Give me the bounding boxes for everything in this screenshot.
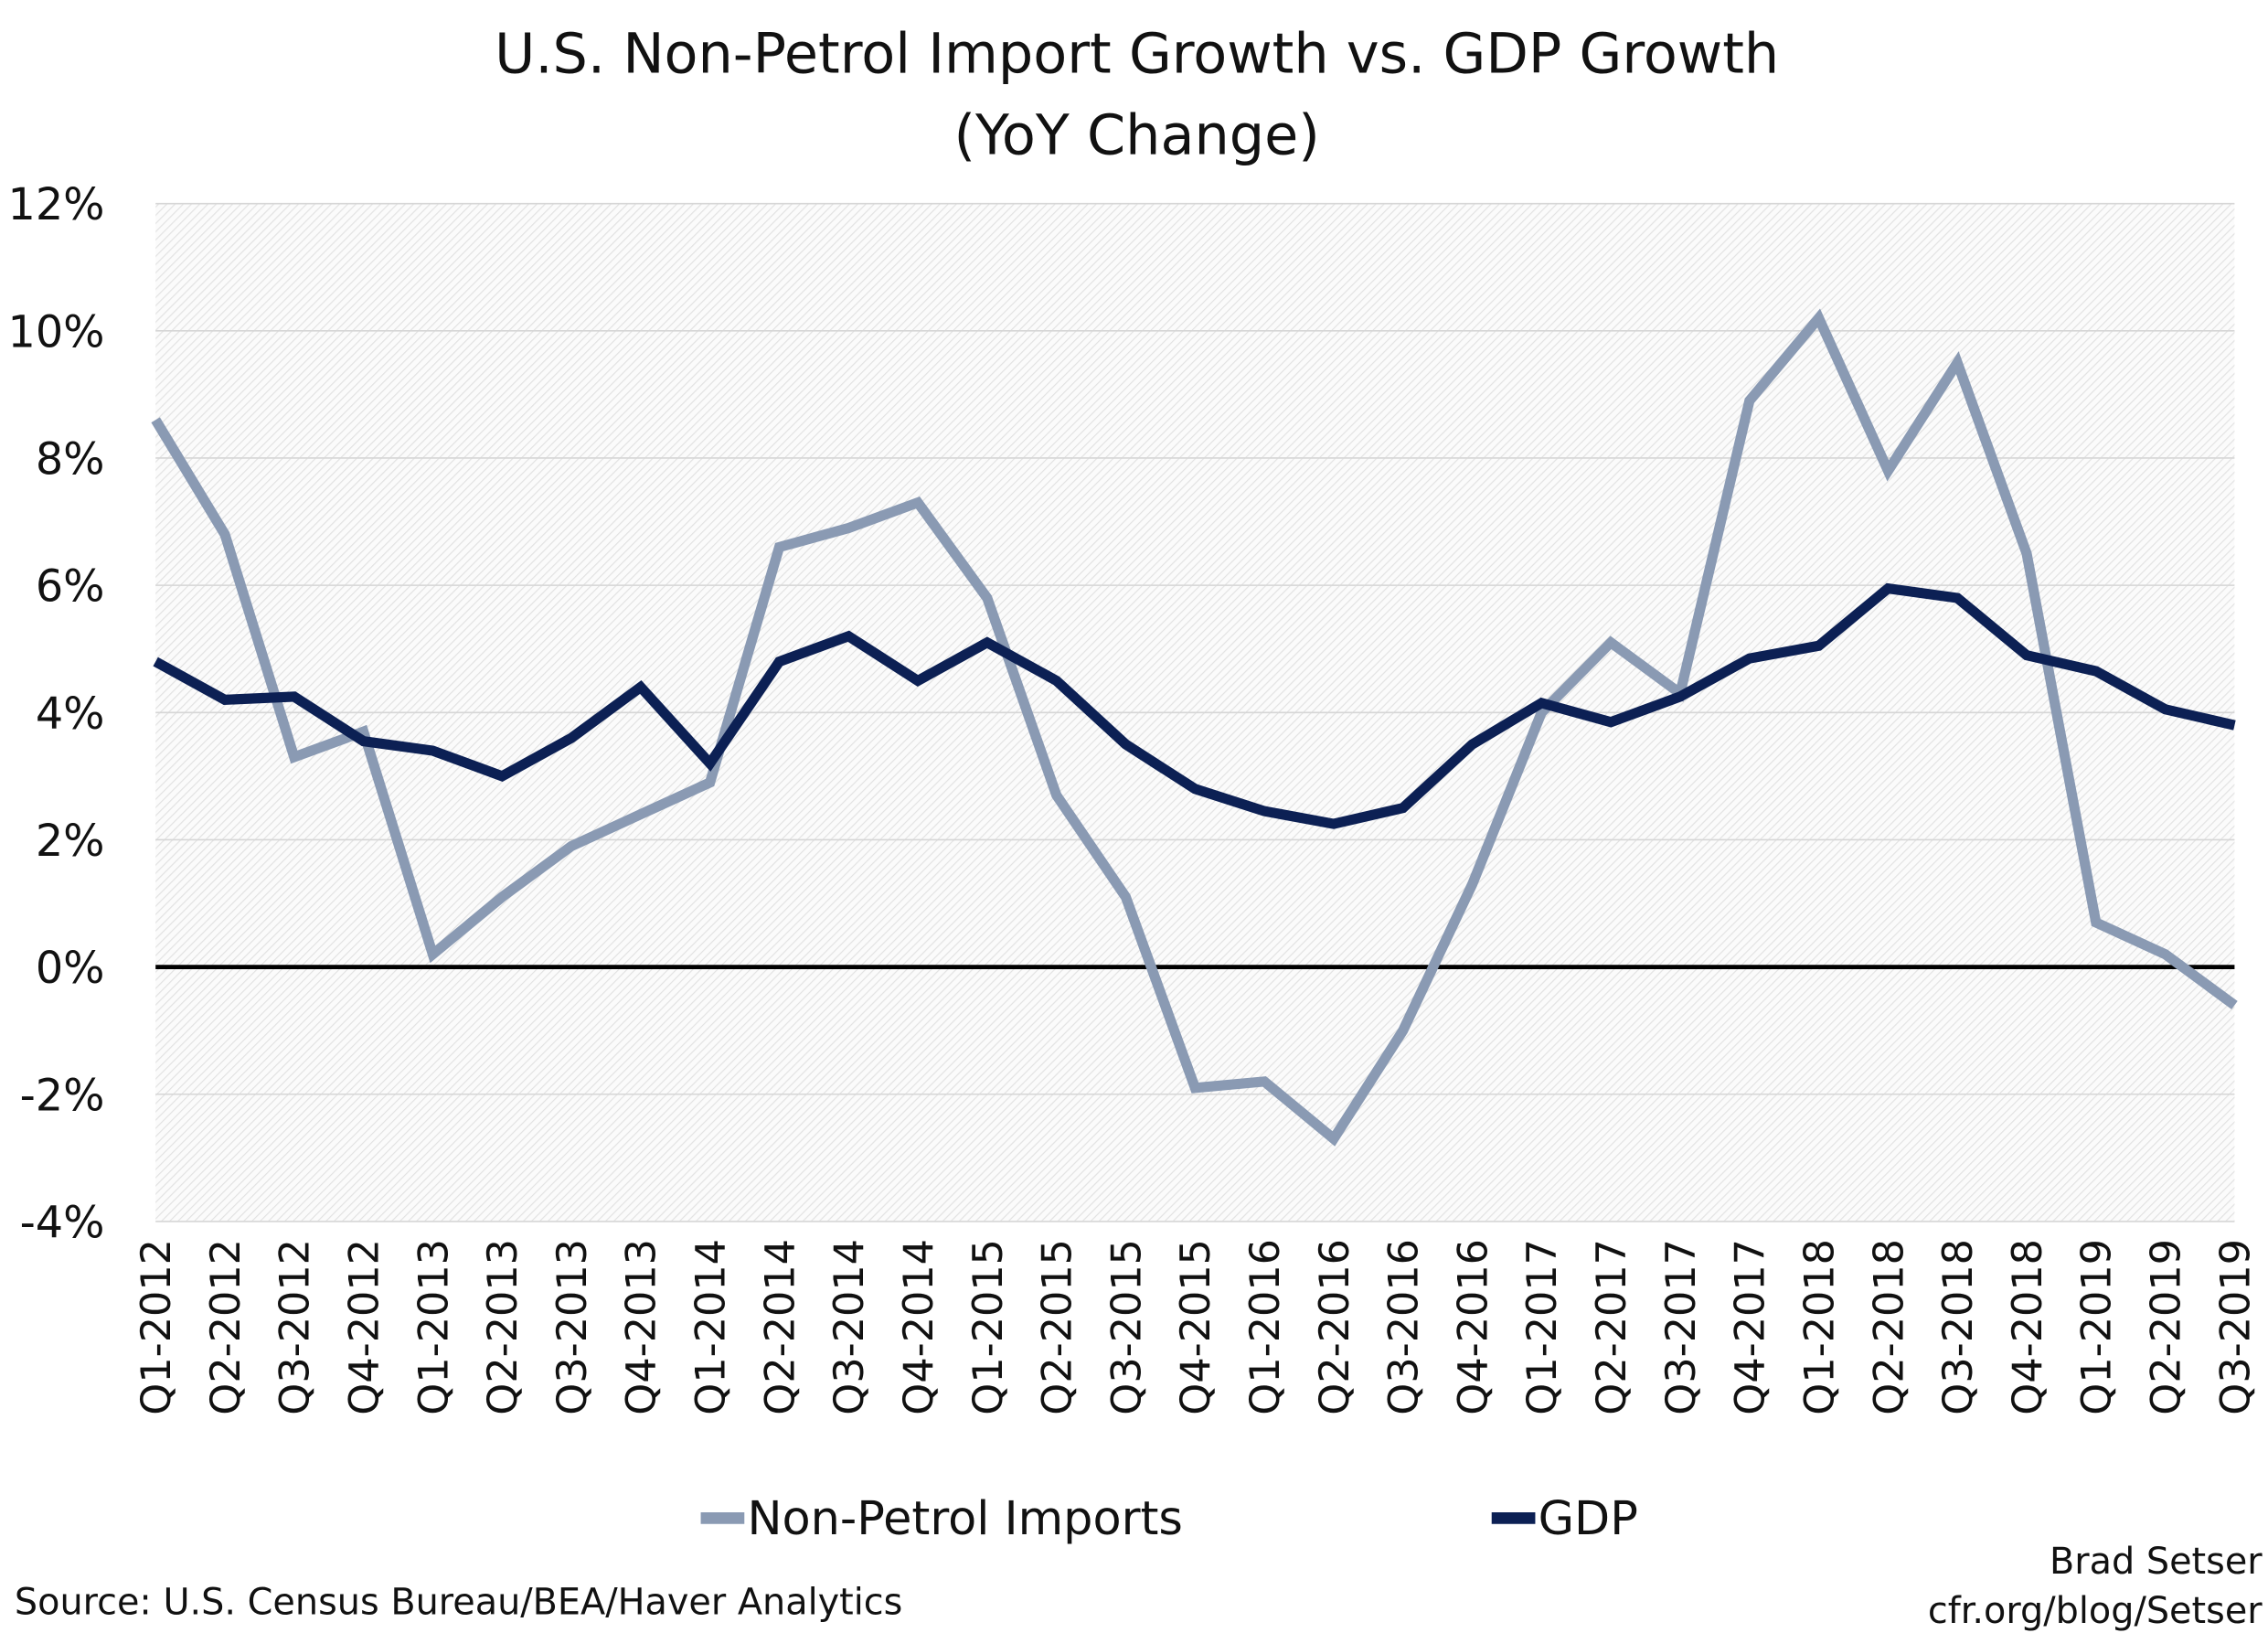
legend-label-imports: Non-Petrol Imports [747, 1492, 1182, 1546]
x-tick-label: Q3-2017 [1657, 1239, 1705, 1415]
x-tick-label: Q3-2016 [1380, 1239, 1428, 1415]
x-tick-label: Q3-2014 [825, 1239, 873, 1415]
x-tick-label: Q3-2015 [1102, 1239, 1150, 1415]
y-tick-label: 6% [36, 562, 105, 613]
y-tick-label: 8% [36, 434, 105, 485]
y-tick-label: 12% [7, 180, 104, 230]
x-tick-label: Q4-2014 [895, 1239, 942, 1415]
chart-title: U.S. Non-Petrol Import Growth vs. GDP Gr… [495, 23, 1779, 87]
x-tick-label: Q1-2016 [1241, 1239, 1289, 1415]
x-tick-label: Q2-2013 [479, 1239, 527, 1415]
y-tick-label: 0% [36, 944, 105, 994]
x-tick-label: Q4-2013 [618, 1239, 665, 1415]
credit-author: Brad Setser [2050, 1541, 2263, 1583]
x-tick-label: Q1-2019 [2073, 1239, 2121, 1415]
x-tick-label: Q1-2014 [687, 1239, 735, 1415]
source-note: Source: U.S. Census Bureau/BEA/Haver Ana… [15, 1581, 902, 1623]
y-tick-label: -4% [20, 1198, 105, 1248]
x-tick-label: Q2-2015 [1034, 1239, 1081, 1415]
x-tick-label: Q2-2019 [2143, 1239, 2190, 1415]
chart-subtitle: (YoY Change) [953, 104, 1319, 168]
x-tick-label: Q4-2017 [1727, 1239, 1774, 1415]
y-tick-label: 4% [36, 689, 105, 740]
x-tick-label: Q1-2017 [1518, 1239, 1566, 1415]
legend: Non-Petrol Imports GDP [700, 1492, 1638, 1546]
y-tick-label: -2% [20, 1071, 105, 1121]
x-tick-label: Q2-2012 [202, 1239, 250, 1415]
x-tick-label: Q2-2016 [1311, 1239, 1358, 1415]
x-tick-label: Q2-2018 [1865, 1239, 1912, 1415]
y-tick-label: 10% [7, 307, 104, 358]
x-tick-label: Q4-2018 [2004, 1239, 2051, 1415]
x-tick-label: Q4-2012 [341, 1239, 389, 1415]
x-tick-label: Q3-2012 [272, 1239, 319, 1415]
credit-site: cfr.org/blog/Setser [1928, 1590, 2263, 1632]
x-tick-label: Q4-2016 [1449, 1239, 1496, 1415]
x-tick-label: Q1-2015 [964, 1239, 1012, 1415]
x-tick-label: Q4-2015 [1172, 1239, 1219, 1415]
x-tick-label: Q2-2014 [756, 1239, 804, 1415]
x-tick-label: Q3-2019 [2211, 1239, 2259, 1415]
x-tick-label: Q1-2012 [133, 1239, 180, 1415]
x-tick-label: Q2-2017 [1588, 1239, 1635, 1415]
x-tick-label: Q1-2013 [410, 1239, 457, 1415]
x-tick-label: Q3-2018 [1934, 1239, 1982, 1415]
x-tick-label: Q1-2018 [1795, 1239, 1843, 1415]
y-tick-label: 2% [36, 816, 105, 867]
legend-label-gdp: GDP [1539, 1492, 1638, 1546]
x-tick-label: Q3-2013 [548, 1239, 596, 1415]
